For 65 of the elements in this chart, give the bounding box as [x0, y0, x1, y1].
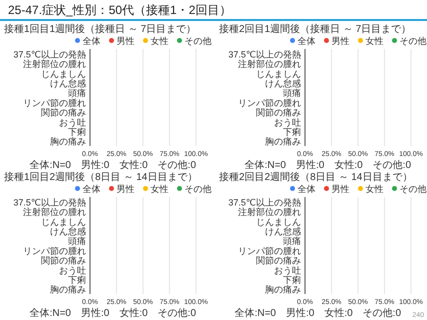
legend-label: 全体 — [298, 184, 316, 194]
legend-label: 全体 — [82, 36, 100, 46]
y-tick-label: じんましん — [41, 68, 86, 79]
text: 全体:N=0 男性:0 女性:0 その他:0 — [234, 307, 402, 319]
y-tick-label: おう吐 — [59, 117, 86, 128]
y-tick-label: リンパ節の腫れ — [238, 98, 301, 108]
legend-label: その他 — [400, 184, 426, 194]
y-tick-label: 関節の痛み — [41, 256, 86, 266]
chart-title: 接種2回目1週間後（接種日 ～ 7日目まで） — [219, 23, 412, 35]
y-tick-label: 注射部位の腫れ — [23, 207, 86, 218]
legend-label: 女性 — [150, 184, 168, 194]
text: 全体:N=0 男性:0 女性:0 その他:0 — [30, 159, 196, 171]
y-tick-label: 頭痛 — [283, 88, 301, 98]
y-tick-label: 注射部位の腫れ — [238, 207, 301, 218]
text: 全体:N=0 男性:0 女性:0 その他:0 — [244, 159, 412, 171]
chart-title: 接種1回目1週間後（接種日 ～ 7日目まで） — [4, 23, 196, 35]
y-tick-label: 下痢 — [68, 274, 86, 285]
y-tick-label: 関節の痛み — [256, 108, 301, 118]
y-tick-label: 胸の痛み — [50, 136, 86, 147]
y-tick-label: けん怠感 — [265, 78, 301, 88]
legend-label: その他 — [184, 36, 212, 46]
y-tick-label: 胸の痛み — [265, 136, 301, 147]
y-tick-label: けん怠感 — [50, 78, 86, 88]
legend-label: 男性 — [332, 36, 350, 46]
y-tick-label: じんましん — [41, 216, 86, 227]
legend-label: 全体 — [298, 36, 316, 46]
y-tick-label: 下痢 — [283, 274, 301, 285]
legend-label: 男性 — [116, 184, 134, 194]
legend-label: 男性 — [116, 36, 134, 46]
y-tick-label: 頭痛 — [68, 236, 86, 246]
y-tick-label: じんましん — [256, 216, 301, 227]
y-tick-label: 下痢 — [283, 126, 301, 137]
y-tick-label: 下痢 — [68, 126, 86, 137]
legend-label: 女性 — [366, 36, 384, 46]
y-tick-label: 関節の痛み — [256, 256, 301, 266]
y-tick-label: リンパ節の腫れ — [23, 98, 86, 108]
legend-label: 全体 — [82, 184, 100, 194]
legend-label: 女性 — [150, 36, 168, 46]
chart-title: 接種2回目2週間後（8日目 ～ 14日目まで） — [219, 171, 412, 183]
legend-label: その他 — [400, 36, 426, 46]
y-tick-label: 関節の痛み — [41, 108, 86, 118]
y-tick-label: 注射部位の腫れ — [238, 59, 301, 70]
y-tick-label: リンパ節の腫れ — [238, 246, 301, 256]
y-tick-label: おう吐 — [59, 265, 86, 276]
y-tick-label: 頭痛 — [283, 236, 301, 246]
y-tick-label: リンパ節の腫れ — [23, 246, 86, 256]
y-tick-label: 頭痛 — [68, 88, 86, 98]
y-tick-label: 37.5℃以上の発熱 — [228, 197, 301, 208]
y-tick-label: おう吐 — [274, 265, 301, 276]
legend-label: 男性 — [332, 184, 350, 194]
y-tick-label: 37.5℃以上の発熱 — [228, 49, 301, 60]
y-tick-label: 37.5℃以上の発熱 — [13, 49, 86, 60]
y-tick-label: じんましん — [256, 68, 301, 79]
y-tick-label: 37.5℃以上の発熱 — [13, 197, 86, 208]
y-tick-label: 胸の痛み — [265, 284, 301, 295]
text: 全体:N=0 男性:0 女性:0 その他:0 — [30, 307, 196, 319]
y-tick-label: おう吐 — [274, 117, 301, 128]
y-tick-label: 胸の痛み — [50, 284, 86, 295]
legend-label: 女性 — [366, 184, 384, 194]
chart-title: 接種1回目2週間後（8日目 ～ 14日目まで） — [4, 171, 198, 183]
legend-label: その他 — [184, 184, 212, 194]
text: 25-47.症状_性別：50代（接種1・2回目） — [8, 3, 232, 17]
y-tick-label: けん怠感 — [50, 226, 86, 236]
y-tick-label: 注射部位の腫れ — [23, 59, 86, 70]
y-tick-label: けん怠感 — [265, 226, 301, 236]
